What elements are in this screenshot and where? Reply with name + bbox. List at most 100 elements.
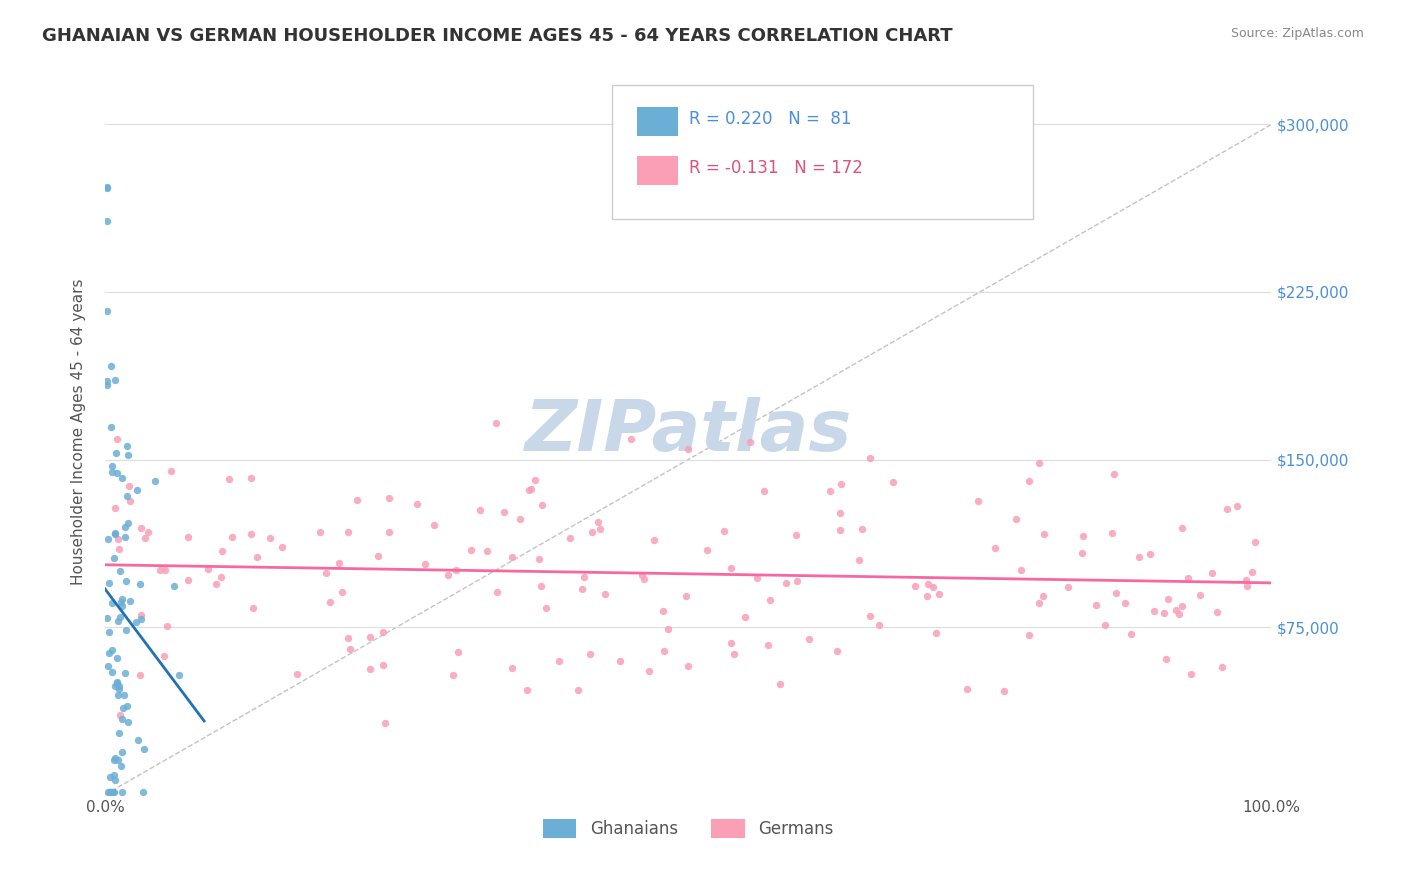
Point	[738, 434, 761, 449]
Point	[96, 214, 118, 228]
Point	[103, 753, 125, 767]
Point	[652, 604, 675, 618]
Point	[581, 525, 603, 540]
Point	[696, 543, 718, 558]
Point	[131, 608, 153, 623]
Point	[104, 525, 127, 540]
Point	[1157, 591, 1180, 606]
Point	[129, 577, 152, 591]
Point	[475, 544, 498, 558]
Point	[1201, 566, 1223, 581]
Point	[928, 587, 950, 601]
Point	[786, 574, 808, 588]
Point	[1226, 499, 1249, 513]
Point	[1154, 652, 1177, 666]
Point	[530, 579, 553, 593]
Point	[336, 525, 359, 540]
Point	[904, 579, 927, 593]
Point	[1143, 603, 1166, 617]
Point	[713, 524, 735, 538]
Point	[524, 473, 547, 487]
Point	[104, 373, 127, 387]
Point	[720, 636, 742, 650]
Point	[609, 654, 631, 668]
Point	[415, 557, 437, 571]
Point	[652, 644, 675, 658]
Point	[406, 497, 429, 511]
Point	[1028, 456, 1050, 470]
Point	[955, 681, 977, 696]
Point	[96, 378, 118, 392]
Point	[745, 570, 768, 584]
Point	[1028, 596, 1050, 610]
Point	[1240, 565, 1263, 579]
Point	[127, 483, 149, 498]
Point	[96, 179, 118, 194]
Point	[1056, 580, 1078, 594]
Point	[1005, 511, 1028, 525]
Point	[104, 526, 127, 541]
Point	[657, 623, 679, 637]
Point	[104, 772, 127, 787]
Point	[105, 446, 128, 460]
Point	[117, 489, 139, 503]
Point	[723, 647, 745, 661]
Point	[967, 493, 990, 508]
Point	[759, 593, 782, 607]
Point	[319, 595, 342, 609]
Point	[820, 483, 842, 498]
Point	[239, 470, 262, 484]
Point	[98, 785, 121, 799]
Point	[111, 701, 134, 715]
Point	[328, 556, 350, 570]
Point	[110, 610, 132, 624]
Point	[163, 579, 186, 593]
Point	[134, 742, 156, 756]
Point	[114, 665, 136, 680]
Point	[567, 683, 589, 698]
Point	[152, 648, 174, 663]
Text: ZIPatlas: ZIPatlas	[524, 397, 852, 467]
Point	[101, 785, 124, 799]
Point	[868, 618, 890, 632]
Point	[105, 651, 128, 665]
Y-axis label: Householder Income Ages 45 - 64 years: Householder Income Ages 45 - 64 years	[72, 278, 86, 585]
Point	[96, 304, 118, 318]
Point	[769, 676, 792, 690]
Point	[588, 515, 610, 529]
Point	[676, 442, 699, 456]
Point	[100, 419, 122, 434]
Point	[756, 638, 779, 652]
Point	[131, 612, 153, 626]
Point	[1084, 599, 1107, 613]
Point	[859, 451, 882, 466]
Point	[359, 662, 381, 676]
Point	[136, 524, 159, 539]
Point	[734, 610, 756, 624]
Point	[1071, 528, 1094, 542]
Point	[115, 574, 138, 588]
Point	[101, 785, 124, 799]
Point	[167, 667, 190, 681]
Point	[1234, 574, 1257, 588]
Point	[221, 530, 243, 544]
Point	[197, 562, 219, 576]
Point	[285, 667, 308, 681]
Point	[117, 516, 139, 530]
Point	[530, 499, 553, 513]
Point	[111, 746, 134, 760]
Point	[859, 609, 882, 624]
Point	[107, 532, 129, 546]
Point	[509, 512, 531, 526]
Point	[1153, 606, 1175, 620]
Point	[97, 624, 120, 639]
Point	[1180, 666, 1202, 681]
Point	[315, 566, 337, 581]
Point	[218, 472, 240, 486]
Point	[828, 523, 851, 537]
Point	[98, 575, 121, 590]
Point	[159, 464, 181, 478]
Point	[100, 459, 122, 474]
Point	[1102, 467, 1125, 481]
Point	[993, 683, 1015, 698]
